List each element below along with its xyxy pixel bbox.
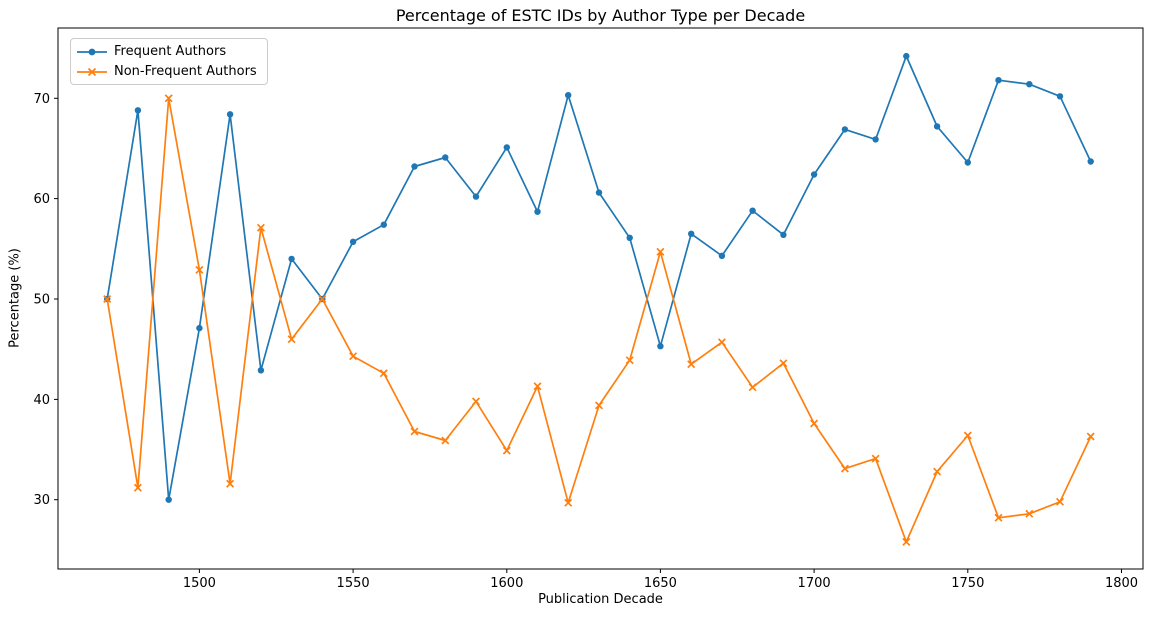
x-tick-label: 1500 — [183, 576, 216, 591]
data-point-non-frequent-authors — [226, 479, 235, 488]
data-point-non-frequent-authors — [810, 419, 819, 428]
data-point-non-frequent-authors — [687, 360, 696, 369]
data-point-frequent-authors — [288, 255, 295, 263]
data-point-frequent-authors — [749, 207, 756, 214]
y-tick-label: 30 — [33, 493, 50, 508]
data-point-frequent-authors — [442, 154, 449, 161]
line-x-marker-icon — [77, 67, 107, 76]
data-point-non-frequent-authors — [717, 338, 726, 347]
data-point-non-frequent-authors — [933, 467, 942, 476]
data-point-non-frequent-authors — [256, 223, 265, 232]
data-point-frequent-authors — [196, 324, 203, 332]
data-point-frequent-authors — [1087, 158, 1094, 165]
data-point-frequent-authors — [595, 189, 603, 196]
data-point-frequent-authors — [565, 92, 572, 99]
data-point-non-frequent-authors — [441, 436, 450, 445]
x-axis-ticks: 1500 1550 1600 1650 1700 1750 1800 — [183, 569, 1138, 591]
data-point-frequent-authors — [688, 230, 695, 237]
y-tick-label: 60 — [33, 192, 50, 207]
legend-label: Non-Frequent Authors — [114, 64, 257, 79]
data-point-frequent-authors — [534, 208, 541, 215]
data-point-frequent-authors — [226, 111, 234, 118]
data-point-non-frequent-authors — [195, 265, 204, 274]
data-point-frequent-authors — [657, 343, 664, 350]
data-point-frequent-authors — [1056, 93, 1064, 100]
data-point-non-frequent-authors — [471, 397, 481, 406]
data-point-frequent-authors — [810, 171, 818, 178]
line-circle-marker-icon — [77, 48, 107, 55]
legend: Frequent Authors Non-Frequent Authors — [70, 38, 268, 85]
data-point-frequent-authors — [1026, 81, 1033, 88]
x-tick-label: 1550 — [337, 576, 370, 591]
data-point-non-frequent-authors — [902, 537, 911, 546]
chart-title: Percentage of ESTC IDs by Author Type pe… — [395, 6, 806, 25]
data-point-non-frequent-authors — [871, 454, 880, 463]
data-point-non-frequent-authors — [287, 335, 296, 344]
data-point-non-frequent-authors — [533, 382, 542, 391]
data-point-non-frequent-authors — [379, 369, 388, 378]
x-tick-label: 1750 — [951, 576, 984, 591]
data-point-frequent-authors — [257, 367, 265, 374]
plot-border — [57, 27, 1144, 570]
data-point-non-frequent-authors — [656, 247, 665, 256]
data-point-frequent-authors — [472, 193, 480, 200]
x-tick-label: 1800 — [1105, 576, 1138, 591]
series-frequent-authors — [104, 52, 1094, 503]
data-point-non-frequent-authors — [164, 94, 173, 103]
data-point-frequent-authors — [411, 163, 418, 170]
data-point-frequent-authors — [380, 221, 387, 228]
x-axis-label: Publication Decade — [538, 592, 663, 607]
y-tick-label: 70 — [33, 92, 50, 107]
data-point-frequent-authors — [718, 252, 726, 259]
data-point-non-frequent-authors — [502, 446, 511, 455]
y-axis-ticks: 30 40 50 60 70 — [33, 92, 58, 508]
data-point-non-frequent-authors — [410, 427, 419, 436]
series-non-frequent-authors — [103, 94, 1095, 546]
data-point-non-frequent-authors — [748, 383, 757, 392]
data-point-non-frequent-authors — [779, 359, 788, 368]
x-tick-label: 1700 — [798, 576, 831, 591]
data-point-frequent-authors — [995, 77, 1002, 84]
data-point-non-frequent-authors — [594, 401, 604, 410]
data-point-frequent-authors — [626, 234, 633, 241]
data-point-non-frequent-authors — [133, 483, 142, 492]
data-point-non-frequent-authors — [1086, 432, 1095, 441]
data-point-non-frequent-authors — [625, 356, 634, 365]
data-point-frequent-authors — [503, 144, 510, 151]
data-point-frequent-authors — [933, 123, 941, 130]
data-point-frequent-authors — [165, 496, 172, 503]
data-point-frequent-authors — [872, 136, 879, 143]
legend-item-non-frequent-authors: Non-Frequent Authors — [76, 64, 257, 79]
x-tick-label: 1650 — [644, 576, 677, 591]
legend-item-frequent-authors: Frequent Authors — [76, 44, 257, 59]
data-point-non-frequent-authors — [564, 498, 573, 507]
y-tick-label: 40 — [33, 393, 50, 408]
legend-label: Frequent Authors — [114, 44, 227, 59]
data-point-non-frequent-authors — [318, 294, 327, 304]
data-point-non-frequent-authors — [994, 513, 1003, 522]
x-tick-label: 1600 — [490, 576, 523, 591]
data-point-frequent-authors — [349, 238, 357, 245]
data-point-frequent-authors — [134, 107, 142, 114]
data-point-frequent-authors — [841, 126, 849, 133]
data-point-frequent-authors — [780, 231, 787, 238]
data-point-frequent-authors — [964, 159, 971, 166]
data-point-non-frequent-authors — [349, 352, 358, 361]
data-point-non-frequent-authors — [963, 431, 972, 440]
y-axis-label: Percentage (%) — [7, 248, 23, 348]
y-tick-label: 50 — [33, 293, 50, 308]
data-point-non-frequent-authors — [840, 464, 849, 473]
data-point-non-frequent-authors — [1055, 497, 1065, 506]
data-point-non-frequent-authors — [1025, 509, 1034, 518]
data-point-non-frequent-authors — [103, 294, 112, 304]
data-point-frequent-authors — [903, 52, 910, 60]
